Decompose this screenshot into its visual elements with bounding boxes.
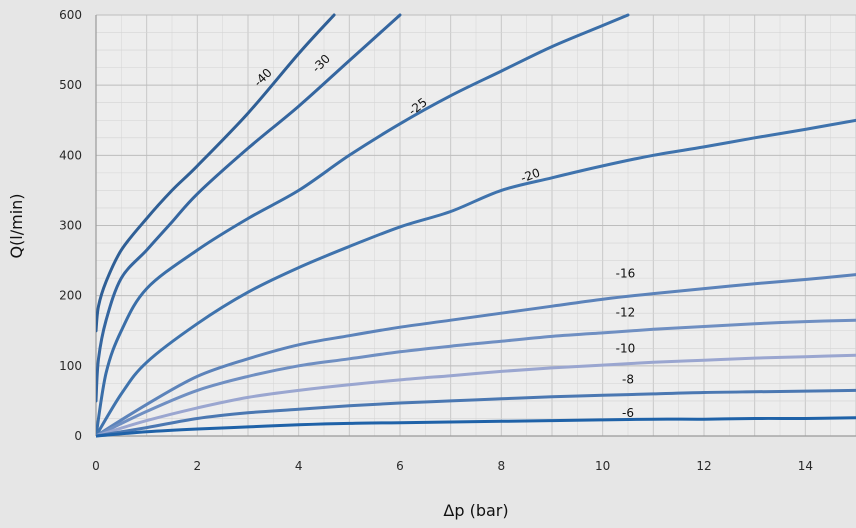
curve-label: -6 (622, 406, 634, 420)
x-tick-label: 14 (798, 459, 813, 473)
y-tick-label: 200 (59, 289, 82, 303)
x-tick-label: 0 (92, 459, 100, 473)
series-group (96, 13, 856, 438)
series-line-minus-16 (96, 273, 856, 438)
y-tick-label: 600 (59, 8, 82, 22)
series-line-minus-8 (96, 388, 856, 438)
curve-label: -8 (622, 372, 634, 386)
y-tick-label: 400 (59, 148, 82, 162)
y-axis-title: Q(l/min) (7, 193, 26, 258)
series-line-minus-25 (96, 13, 630, 438)
tick-labels: 0 2 4 6 8 10 12 14 0 100 200 300 400 500 600 (59, 8, 813, 473)
x-tick-label: 10 (595, 459, 610, 473)
series-line-minus-20 (96, 118, 856, 438)
x-tick-label: 2 (194, 459, 202, 473)
x-tick-label: 4 (295, 459, 303, 473)
y-tick-label: 500 (59, 78, 82, 92)
x-tick-label: 12 (696, 459, 711, 473)
y-tick-label: 300 (59, 219, 82, 233)
series-line-minus-40 (96, 13, 336, 333)
x-axis-title: Δp (bar) (443, 501, 508, 520)
series-line-minus-6 (96, 416, 856, 438)
curve-label: -16 (616, 266, 636, 280)
y-tick-label: 0 (74, 429, 82, 443)
curve-label: -12 (616, 306, 636, 320)
series-line-minus-10 (96, 353, 856, 438)
curve-label: -20 (519, 165, 542, 185)
series-line-minus-12 (96, 318, 856, 438)
y-tick-label: 100 (59, 359, 82, 373)
x-tick-label: 6 (396, 459, 404, 473)
x-tick-label: 8 (498, 459, 506, 473)
series-line-minus-30 (96, 13, 402, 403)
curve-label: -10 (616, 342, 636, 356)
